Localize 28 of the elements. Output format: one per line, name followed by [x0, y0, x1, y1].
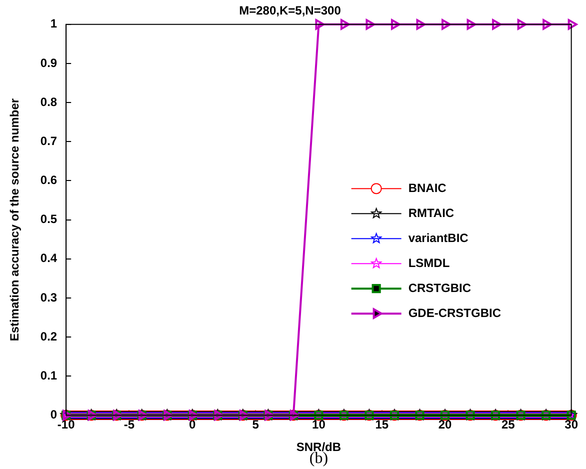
x-tick-label: 5: [252, 418, 260, 432]
legend-label: RMTAIC: [408, 206, 454, 220]
y-tick-label: 0: [50, 408, 58, 422]
x-tick-label: 20: [438, 418, 452, 432]
x-tick-label: 15: [375, 418, 389, 432]
legend-label: BNAIC: [408, 180, 447, 195]
y-tick-label: 0.1: [40, 368, 58, 382]
x-tick-label: -10: [57, 418, 76, 432]
y-tick-label: 0.4: [40, 251, 58, 266]
y-tick-label: 0.8: [40, 94, 58, 109]
y-axis-title: Estimation accuracy of the source number: [8, 98, 22, 342]
chart-title: M=280,K=5,N=300: [239, 4, 342, 18]
y-tick-label: 1: [50, 16, 58, 31]
y-tick-label: 0.3: [40, 290, 58, 304]
legend-label: GDE-CRSTGBIC: [408, 306, 502, 320]
y-tick-label: 0.9: [40, 56, 58, 70]
y-tick-label: 0.2: [40, 329, 58, 344]
x-tick-label: -5: [124, 418, 135, 432]
x-tick-label: 25: [501, 418, 516, 432]
legend-label: CRSTGBIC: [408, 280, 472, 295]
x-tick-label: 30: [564, 418, 578, 432]
legend-label: LSMDL: [408, 256, 450, 270]
y-tick-label: 0.6: [40, 173, 58, 188]
legend-label: variantBIC: [408, 230, 469, 245]
y-tick-label: 0.7: [40, 134, 58, 148]
y-tick-label: 0.5: [40, 212, 58, 226]
x-tick-label: 10: [312, 418, 326, 432]
x-tick-label: 0: [189, 418, 196, 432]
